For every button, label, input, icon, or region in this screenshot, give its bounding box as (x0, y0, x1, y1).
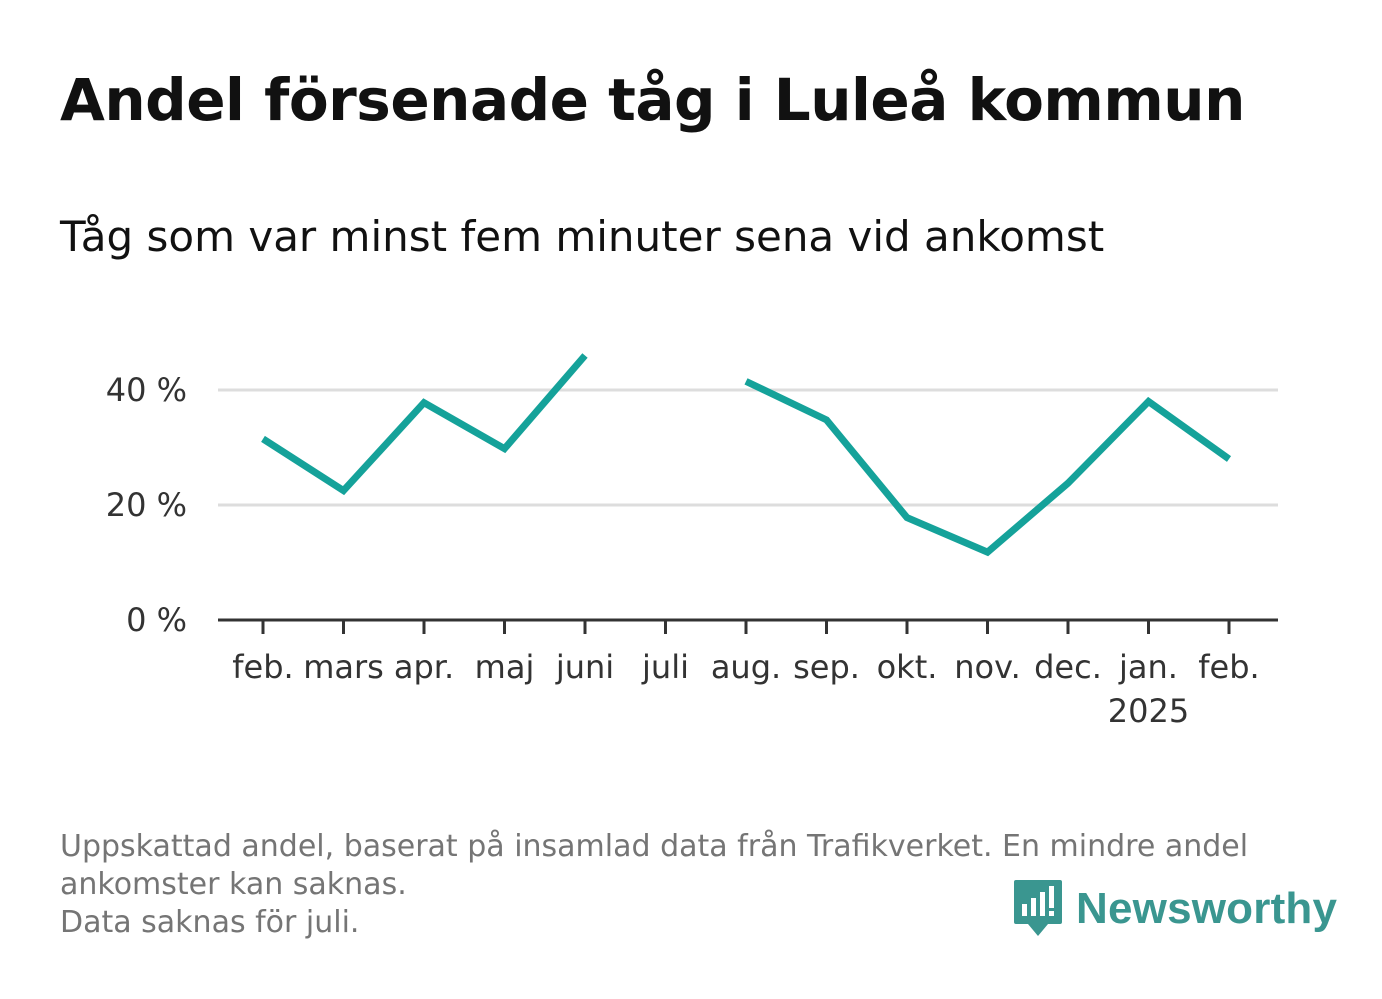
footer-note-line: ankomster kan saknas. (60, 867, 407, 902)
line-chart: 0 % 20 % 40 % feb. mars apr. maj juni juli aug. s… (106, 353, 1278, 730)
x-tick-label: okt. (877, 648, 938, 686)
grid-lines (218, 388, 1278, 507)
x-tick-label: sep. (793, 648, 860, 686)
y-tick-label: 0 % (126, 601, 187, 639)
brand-logo: Newsworthy (1012, 878, 1337, 940)
x-tick-label: jan. (1118, 648, 1178, 686)
y-tick-label: 40 % (106, 371, 187, 409)
footer-note-line: Data saknas för juli. (60, 905, 360, 940)
data-series (261, 353, 1232, 557)
x-axis-labels: feb. mars apr. maj juni juli aug. sep. okt. nov. d… (232, 648, 1259, 730)
x-tick-label: apr. (394, 648, 454, 686)
x-tick-label: aug. (711, 648, 781, 686)
x-tick-label: juni (555, 648, 614, 686)
newsworthy-logo-icon (1014, 880, 1062, 936)
footer-note: Uppskattad andel, baserat på insamlad da… (60, 828, 1320, 942)
x-tick-label: nov. (954, 648, 1020, 686)
chart-subtitle: Tåg som var minst fem minuter sena vid a… (60, 212, 1105, 261)
series-line (261, 353, 588, 496)
x-tick-label: juli (641, 648, 689, 686)
series-line (744, 378, 1232, 557)
x-tick-label: feb. (232, 648, 293, 686)
x-tick-label: dec. (1034, 648, 1102, 686)
footer-note-line: Uppskattad andel, baserat på insamlad da… (60, 829, 1249, 864)
y-tick-label: 20 % (106, 486, 187, 524)
x-tick-label: feb. (1198, 648, 1259, 686)
x-axis (218, 618, 1278, 634)
x-tick-label: mars (303, 648, 384, 686)
x-year-label: 2025 (1108, 692, 1189, 730)
x-tick-label: maj (475, 648, 535, 686)
y-axis-labels: 0 % 20 % 40 % (106, 371, 187, 639)
chart-title: Andel försenade tåg i Luleå kommun (60, 66, 1245, 134)
brand-name: Newsworthy (1076, 884, 1338, 933)
